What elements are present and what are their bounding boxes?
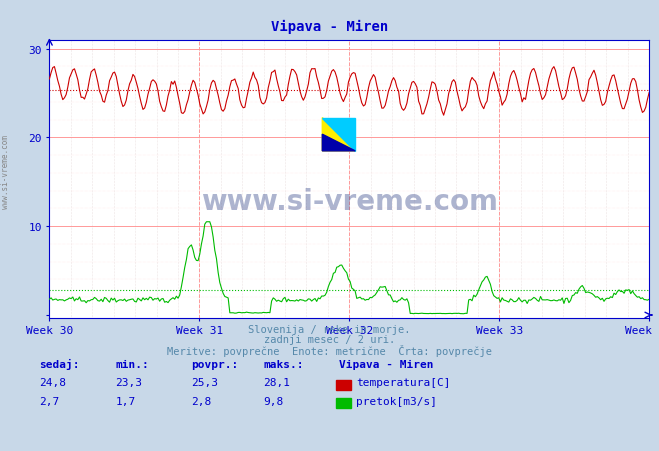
Text: Slovenija / reke in morje.: Slovenija / reke in morje. — [248, 325, 411, 335]
Text: 2,7: 2,7 — [40, 396, 60, 405]
Text: 9,8: 9,8 — [264, 396, 284, 405]
Text: 1,7: 1,7 — [115, 396, 136, 405]
Bar — [322, 118, 355, 152]
Text: www.si-vreme.com: www.si-vreme.com — [1, 134, 10, 208]
Text: 25,3: 25,3 — [191, 377, 218, 387]
Text: Meritve: povprečne  Enote: metrične  Črta: povprečje: Meritve: povprečne Enote: metrične Črta:… — [167, 345, 492, 357]
Text: www.si-vreme.com: www.si-vreme.com — [201, 188, 498, 216]
Text: sedaj:: sedaj: — [40, 359, 80, 369]
Text: min.:: min.: — [115, 359, 149, 369]
Text: 2,8: 2,8 — [191, 396, 212, 405]
Text: zadnji mesec / 2 uri.: zadnji mesec / 2 uri. — [264, 335, 395, 345]
Polygon shape — [322, 118, 355, 152]
Text: pretok[m3/s]: pretok[m3/s] — [356, 396, 437, 405]
Text: Vipava - Miren: Vipava - Miren — [339, 359, 434, 369]
Text: 28,1: 28,1 — [264, 377, 291, 387]
Polygon shape — [322, 135, 355, 152]
Text: 23,3: 23,3 — [115, 377, 142, 387]
Text: Vipava - Miren: Vipava - Miren — [271, 20, 388, 34]
Text: maks.:: maks.: — [264, 359, 304, 369]
Polygon shape — [322, 118, 355, 152]
Text: temperatura[C]: temperatura[C] — [356, 377, 450, 387]
Text: povpr.:: povpr.: — [191, 359, 239, 369]
Text: 24,8: 24,8 — [40, 377, 67, 387]
